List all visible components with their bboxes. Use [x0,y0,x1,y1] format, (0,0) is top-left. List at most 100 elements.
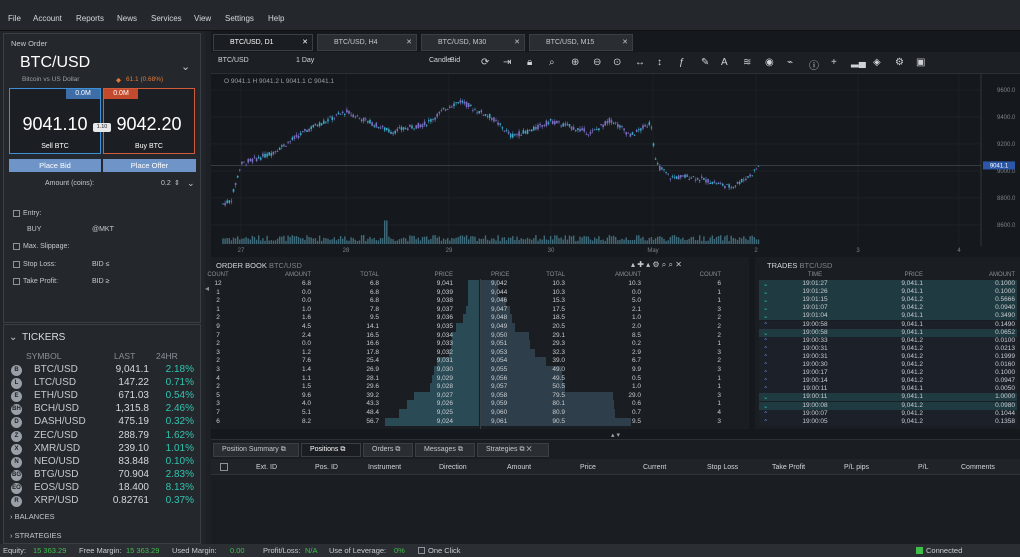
ob-cell[interactable]: 9,048 [491,314,508,322]
ob-cell[interactable]: 1 [717,374,721,382]
col-symbol[interactable]: SYMBOL [26,351,62,361]
trades-col-header[interactable]: AMOUNT [989,272,1015,278]
ticker-row[interactable]: E ETH/USD 671.03 0.54% [4,390,200,403]
menu-settings[interactable]: Settings [225,14,254,23]
ob-cell[interactable]: 4 [216,374,220,382]
ob-cell[interactable]: 9.5 [631,417,641,425]
ob-cell[interactable]: 9,049 [491,323,508,330]
ob-cell[interactable]: 3 [216,348,220,356]
ob-cell[interactable]: 3 [717,417,721,425]
trade-row[interactable] [759,409,1017,418]
ob-cell[interactable]: 9.6 [301,391,311,399]
buy-price-box[interactable]: 0.0M 9042.20 Buy BTC [103,88,195,154]
col-price[interactable]: Price [580,464,596,471]
ob-cell[interactable]: 6.7 [631,357,641,365]
menu-file[interactable]: File [8,14,21,23]
ob-cell[interactable]: 16.5 [366,331,379,339]
trade-row[interactable] [759,320,1017,329]
ob-col-header[interactable]: TOTAL [546,272,565,278]
trades-col-header[interactable]: TIME [807,272,823,278]
trade-row[interactable] [759,385,1017,394]
ob-cell[interactable]: 8.5 [631,331,641,339]
trade-row[interactable] [759,304,1017,313]
ob-cell[interactable]: 26.9 [366,366,379,373]
ob-cell[interactable]: 9,038 [436,297,453,305]
amount-input[interactable]: 0.2 [161,180,171,187]
refresh-icon[interactable]: ⟳ [481,57,490,68]
ob-cell[interactable]: 80.1 [552,400,565,408]
ob-cell[interactable]: 0.5 [631,374,641,382]
ob-cell[interactable]: 6 [216,417,220,425]
ticker-row[interactable]: N NEO/USD 83.848 0.10% [4,456,200,469]
ob-cell[interactable]: 2.9 [631,348,641,356]
ob-cell[interactable]: 1.2 [301,348,311,356]
tab-messages[interactable]: Messages ⧉ [415,443,475,457]
ob-cell[interactable]: 6.8 [369,297,379,305]
ob-cell[interactable]: 1 [717,340,721,348]
ob-cell[interactable]: 9,035 [436,323,453,330]
save-icon[interactable]: ▣ [916,57,926,68]
ob-cell[interactable]: 1.4 [301,366,311,373]
ob-cell[interactable]: 3 [717,391,721,399]
ob-cell[interactable]: 2.1 [631,305,641,313]
symbol-select[interactable]: BTC/USD [218,57,249,64]
ob-cell[interactable]: 20.5 [552,323,565,330]
settings-icon[interactable]: ⚙ [895,57,904,68]
zoom-fit-icon[interactable]: ⊙ [613,57,622,68]
ob-cell[interactable]: 6.8 [369,288,379,296]
menu-view[interactable]: View [194,14,212,23]
ob-cell[interactable]: 9 [216,323,220,330]
horizontal-arrows-icon[interactable]: ↔ [635,57,645,68]
amount-dropdown-icon[interactable]: ⌄ [187,178,195,188]
vertical-arrows-icon[interactable]: ↕ [657,57,662,68]
ob-cell[interactable]: 3 [216,366,220,373]
close-icon[interactable]: ✕ [406,39,412,46]
ticker-row[interactable]: D DASH/USD 475.19 0.32% [4,416,200,429]
ticker-row[interactable]: BH BCH/USD 1,315.8 2.46% [4,403,200,416]
ob-col-header[interactable]: PRICE [491,272,510,278]
menu-news[interactable]: News [117,14,138,23]
export-icon[interactable]: ⇥ [503,57,512,68]
ob-cell[interactable]: 10.3 [628,280,641,287]
ob-cell[interactable]: 9,024 [436,417,453,425]
crosshair-icon[interactable]: + [831,57,837,68]
ob-cell[interactable]: 0.0 [301,297,311,305]
ob-cell[interactable]: 29.6 [366,383,379,391]
ob-cell[interactable]: 9,027 [436,391,453,399]
close-icon[interactable]: ✕ [622,39,628,46]
stepper-icon[interactable]: ⇕ [174,180,180,187]
ob-cell[interactable]: 9,050 [491,331,508,339]
side-select[interactable]: Bid [450,57,461,64]
trade-row[interactable] [759,401,1017,410]
menu-account[interactable]: Account [33,14,62,23]
col-direction[interactable]: Direction [439,464,467,471]
ob-cell[interactable]: 14.1 [366,323,379,330]
tab-strategies[interactable]: Strategies ⧉ ✕ [477,443,549,457]
period-select[interactable]: 1 Day [296,57,315,64]
ticker-row[interactable]: Z ZEC/USD 288.79 1.62% [4,430,200,443]
ob-cell[interactable]: 7.6 [301,357,311,365]
pencil-icon[interactable]: ✎ [701,57,710,68]
strategies-section[interactable]: › STRATEGIES [10,531,62,540]
ob-cell[interactable]: 90.5 [552,417,565,425]
close-icon[interactable]: ✕ [514,39,520,46]
ob-cell[interactable]: 0.2 [631,340,641,348]
tag-icon[interactable]: ◈ [873,57,881,68]
ob-cell[interactable]: 6.8 [301,280,311,287]
zoom-out-icon[interactable]: ⊖ [593,57,602,68]
ob-cell[interactable]: 39.0 [552,357,565,365]
ob-col-header[interactable]: AMOUNT [285,272,311,278]
trade-row[interactable] [759,280,1017,288]
ob-cell[interactable]: 29.0 [628,391,641,399]
ticker-row[interactable]: R XRP/USD 0.82761 0.37% [4,495,200,508]
col-pos-id[interactable]: Pos. ID [315,464,338,471]
ob-cell[interactable]: 9,034 [436,331,453,339]
ob-cell[interactable]: 17.8 [366,348,379,356]
col-current[interactable]: Current [643,464,667,471]
tab-btc-m15[interactable]: BTC/USD, M15 ✕ [529,34,633,51]
col-pl[interactable]: P/L [918,464,929,471]
ob-col-header[interactable]: COUNT [207,272,229,278]
ob-cell[interactable]: 0.0 [301,340,311,348]
ob-cell[interactable]: 9,039 [436,288,453,296]
ob-cell[interactable]: 29.1 [552,331,565,339]
